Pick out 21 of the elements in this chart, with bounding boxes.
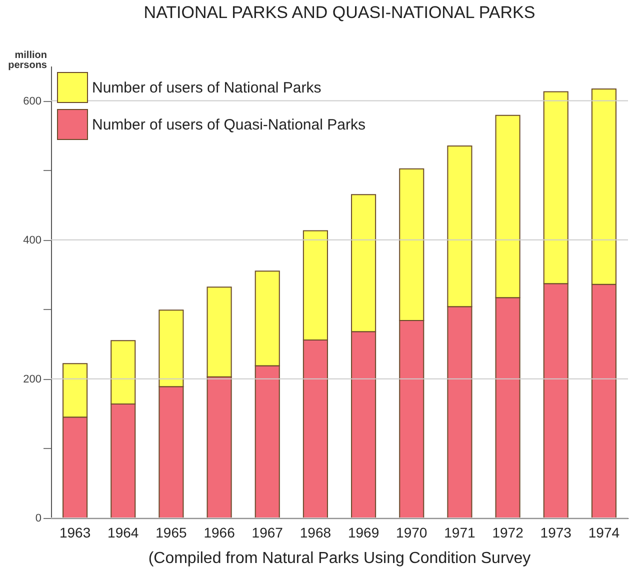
- y-tick-label: 600: [23, 95, 42, 108]
- legend-label: Number of users of Quasi-National Parks: [92, 116, 366, 134]
- x-tick-label: 1965: [156, 524, 187, 540]
- y-axis-title: million persons: [8, 50, 48, 71]
- x-tick-label: 1974: [588, 524, 620, 540]
- x-tick-label: 1963: [59, 524, 91, 540]
- x-tick-label: 1969: [348, 524, 380, 540]
- y-tick-label: 200: [23, 373, 42, 386]
- y-tick-label: 400: [23, 234, 42, 246]
- legend-label: Number of users of National Parks: [92, 80, 322, 96]
- x-tick-label: 1964: [108, 524, 139, 540]
- x-tick-label: 1972: [492, 524, 524, 540]
- x-tick-label: 1970: [396, 524, 428, 540]
- x-tick-label: 1966: [204, 524, 236, 540]
- x-tick-label: 1968: [300, 524, 332, 540]
- y-tick-label: 0: [35, 512, 42, 524]
- x-tick-label: 1967: [252, 524, 284, 540]
- chart-title: NATIONAL PARKS AND QUASI-NATIONAL PARKS: [144, 3, 536, 22]
- x-tick-label: 1973: [540, 524, 572, 540]
- x-tick-label: 1971: [444, 524, 476, 540]
- text: (Compiled from Natural Parks Using Condition Survey: [148, 550, 531, 567]
